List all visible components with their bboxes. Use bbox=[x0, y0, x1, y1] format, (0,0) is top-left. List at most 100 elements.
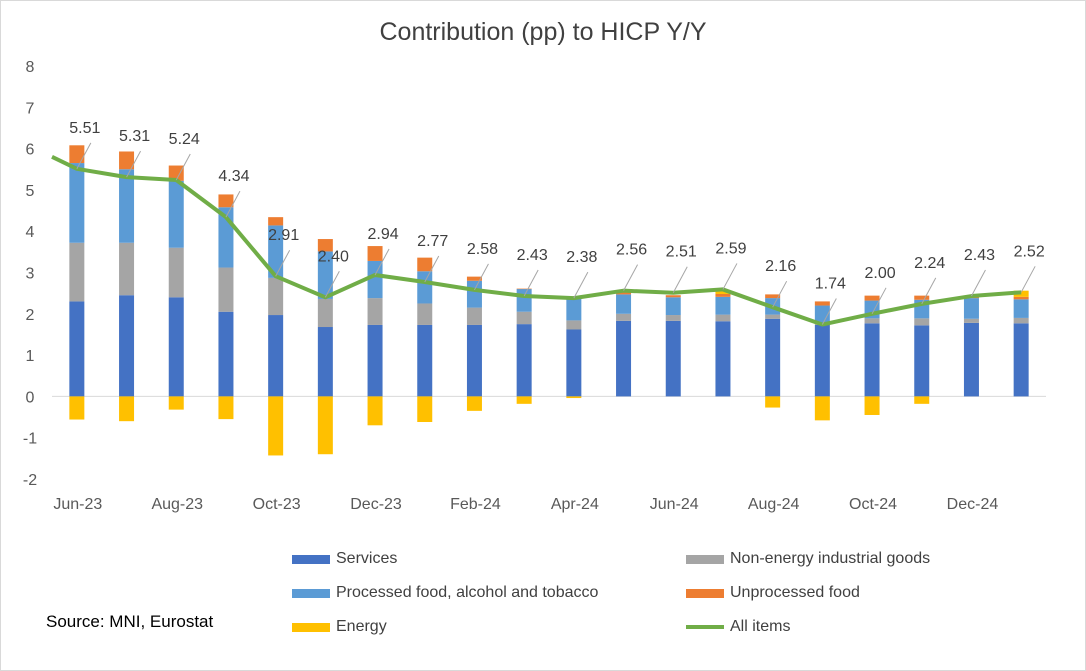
data-label-all-items: 4.34 bbox=[218, 168, 249, 185]
bar-energy-apr-24 bbox=[566, 396, 582, 399]
bar-non-energy-industrial-goods-apr-24 bbox=[566, 320, 582, 330]
bar-energy-dec-23 bbox=[367, 396, 383, 426]
bar-energy-sep-23 bbox=[218, 396, 234, 420]
data-label-all-items: 2.43 bbox=[517, 247, 548, 264]
bar-processed-food-alcohol-and-tobacco-jan-24 bbox=[417, 271, 433, 304]
data-label-leader bbox=[971, 269, 986, 297]
bar-processed-food-alcohol-and-tobacco-jun-24 bbox=[665, 297, 681, 316]
bar-services-nov-23 bbox=[317, 327, 333, 397]
legend-label-services: Services bbox=[336, 550, 398, 567]
legend-item-unprocessed-food: Unprocessed food bbox=[686, 584, 860, 602]
bar-services-may-24 bbox=[616, 320, 632, 397]
bar-energy-jul-24 bbox=[715, 291, 731, 294]
bar-unprocessed-food-jul-23 bbox=[119, 151, 135, 170]
bar-processed-food-alcohol-and-tobacco-jul-24 bbox=[715, 296, 731, 315]
bar-energy-oct-23 bbox=[268, 396, 284, 456]
data-label-all-items: 2.16 bbox=[765, 258, 796, 275]
bar-non-energy-industrial-goods-aug-24 bbox=[765, 314, 781, 319]
data-label-leader bbox=[871, 287, 887, 315]
bar-services-sep-23 bbox=[218, 311, 234, 397]
bar-services-jun-24 bbox=[665, 320, 681, 397]
bar-unprocessed-food-jan-25 bbox=[1013, 296, 1029, 300]
bar-non-energy-industrial-goods-feb-24 bbox=[466, 307, 482, 325]
bar-processed-food-alcohol-and-tobacco-feb-24 bbox=[466, 280, 482, 308]
bar-energy-mar-24 bbox=[516, 396, 532, 404]
data-label-leader bbox=[573, 271, 589, 299]
bar-non-energy-industrial-goods-nov-24 bbox=[914, 318, 930, 326]
bar-processed-food-alcohol-and-tobacco-jun-23 bbox=[69, 163, 85, 243]
bar-services-jun-23 bbox=[69, 301, 85, 397]
bar-non-energy-industrial-goods-jan-25 bbox=[1013, 317, 1029, 324]
x-tick-label: Apr-24 bbox=[551, 496, 599, 513]
x-tick-label: Aug-24 bbox=[748, 496, 800, 513]
bar-energy-nov-23 bbox=[317, 396, 333, 455]
bar-services-feb-24 bbox=[466, 324, 482, 397]
data-label-all-items: 2.40 bbox=[318, 248, 349, 265]
bar-processed-food-alcohol-and-tobacco-may-24 bbox=[616, 294, 632, 314]
data-label-leader bbox=[623, 264, 638, 291]
legend-label-unprocessed-food: Unprocessed food bbox=[730, 584, 860, 601]
data-label-all-items: 5.51 bbox=[69, 120, 100, 137]
bar-non-energy-industrial-goods-oct-24 bbox=[864, 318, 880, 324]
bar-processed-food-alcohol-and-tobacco-jan-25 bbox=[1013, 299, 1029, 318]
chart-title: Contribution (pp) to HICP Y/Y bbox=[379, 18, 707, 46]
bar-processed-food-alcohol-and-tobacco-aug-23 bbox=[168, 180, 184, 248]
data-label-leader bbox=[175, 153, 191, 181]
bar-services-jul-24 bbox=[715, 321, 731, 397]
x-tick-label: Jun-24 bbox=[650, 496, 699, 513]
data-label-leader bbox=[523, 269, 539, 297]
y-tick-label: 2 bbox=[26, 307, 35, 324]
bar-unprocessed-food-dec-23 bbox=[367, 246, 383, 261]
y-tick-label: 6 bbox=[26, 142, 35, 159]
data-label-leader bbox=[672, 266, 688, 293]
data-label-all-items: 2.00 bbox=[864, 265, 895, 282]
bar-energy-nov-24 bbox=[914, 396, 930, 404]
bar-energy-jul-23 bbox=[119, 396, 135, 422]
bar-non-energy-industrial-goods-dec-24 bbox=[963, 318, 979, 323]
bar-processed-food-alcohol-and-tobacco-mar-24 bbox=[516, 289, 532, 312]
bar-services-dec-23 bbox=[367, 324, 383, 397]
bar-services-aug-24 bbox=[765, 318, 781, 397]
bar-energy-jun-23 bbox=[69, 396, 85, 420]
data-label-all-items: 2.77 bbox=[417, 233, 448, 250]
bar-non-energy-industrial-goods-oct-23 bbox=[268, 277, 284, 316]
data-label-all-items: 2.94 bbox=[367, 226, 398, 243]
bar-non-energy-industrial-goods-dec-23 bbox=[367, 298, 383, 325]
data-label-leader bbox=[821, 298, 837, 325]
data-label-leader bbox=[424, 255, 440, 283]
bar-energy-sep-24 bbox=[814, 396, 830, 421]
bar-unprocessed-food-jun-23 bbox=[69, 145, 85, 164]
bar-processed-food-alcohol-and-tobacco-oct-23 bbox=[268, 225, 284, 278]
bar-energy-jan-24 bbox=[417, 396, 433, 423]
x-tick-label: Dec-23 bbox=[350, 496, 402, 513]
data-label-all-items: 2.51 bbox=[666, 244, 697, 261]
bar-non-energy-industrial-goods-aug-23 bbox=[168, 247, 184, 298]
data-label-leader bbox=[921, 277, 937, 305]
x-tick-label: Aug-23 bbox=[151, 496, 203, 513]
source-note: Source: MNI, Eurostat bbox=[46, 612, 214, 631]
data-label-leader bbox=[772, 280, 788, 308]
data-label-leader bbox=[374, 248, 390, 276]
bar-services-sep-24 bbox=[814, 324, 830, 397]
legend-swatch-energy bbox=[292, 622, 330, 632]
bar-non-energy-industrial-goods-mar-24 bbox=[516, 311, 532, 325]
bar-energy-aug-23 bbox=[168, 396, 184, 410]
bar-services-jan-24 bbox=[417, 324, 433, 397]
bar-unprocessed-food-oct-24 bbox=[864, 295, 880, 301]
data-label-leader bbox=[474, 263, 489, 291]
legend-item-non-energy-goods: Non-energy industrial goods bbox=[686, 550, 930, 568]
legend-swatch-processed-food bbox=[292, 588, 330, 598]
bar-unprocessed-food-sep-24 bbox=[814, 301, 830, 306]
legend-swatch-services bbox=[292, 554, 330, 564]
bar-unprocessed-food-jun-24 bbox=[665, 295, 681, 298]
x-tick-label: Jun-23 bbox=[53, 496, 102, 513]
bar-services-apr-24 bbox=[566, 329, 582, 397]
data-label-all-items: 2.43 bbox=[964, 247, 995, 264]
data-label-all-items: 1.74 bbox=[815, 276, 846, 293]
x-tick-label: Feb-24 bbox=[450, 496, 501, 513]
bar-non-energy-industrial-goods-jan-24 bbox=[417, 303, 433, 325]
legend-label-all-items: All items bbox=[730, 618, 791, 635]
bar-services-oct-23 bbox=[268, 315, 284, 397]
bar-processed-food-alcohol-and-tobacco-jul-23 bbox=[119, 169, 135, 243]
